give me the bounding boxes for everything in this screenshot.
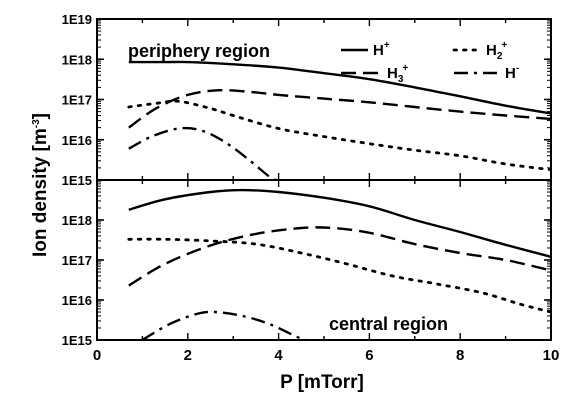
series-line-h2-minusplus-panel-0 <box>127 99 551 172</box>
x-axis-title: P [mTorr] <box>280 372 364 393</box>
x-tick-label: 6 <box>365 347 373 364</box>
y-axis-title-close: ] <box>30 113 51 119</box>
legend-label-base: H <box>373 42 384 59</box>
x-tick-label: 4 <box>274 347 283 364</box>
panel-frame-1 <box>96 179 552 341</box>
y-axis-title-main: Ion density [m <box>30 128 51 257</box>
axes: 1E15 1E16 1E17 1E18 1E19 1E15 1E16 1E17 1E18 0 2 4 6… <box>62 12 560 364</box>
y-tick-label: 1E15 <box>62 333 92 348</box>
legend-label-base: H <box>486 42 497 59</box>
x-tick-label: 2 <box>184 347 192 364</box>
y-tick-label: 1E17 <box>62 253 92 268</box>
legend-label-sup: + <box>384 40 390 51</box>
x-tick-label: 10 <box>543 347 560 364</box>
legend-label-sup: + <box>501 40 507 51</box>
y-tick-label: 1E16 <box>62 133 92 148</box>
y-axis-title: Ion density [m-3] <box>30 113 51 257</box>
legend-label-sup: - <box>516 63 519 74</box>
series-line-h-minusplus-panel-1 <box>128 188 551 258</box>
series-line-h3-minusplus-panel-1 <box>128 226 551 287</box>
y-axis-title-exponent: -3 <box>31 119 42 128</box>
x-tick-label: 0 <box>93 347 101 364</box>
legend-label-0: H+ <box>373 40 390 59</box>
panel-label-periphery: periphery region <box>128 41 270 61</box>
legend-label-1: H2+ <box>486 40 507 62</box>
legend-label-sub: 3 <box>398 74 404 85</box>
x-tick-label: 8 <box>456 347 464 364</box>
y-tick-label: 1E18 <box>62 213 92 228</box>
legend-label-base: H <box>505 65 516 82</box>
y-tick-label: 1E17 <box>62 93 92 108</box>
y-tick-label: 1E18 <box>62 52 92 67</box>
series-line-h-minus-panel-1 <box>141 310 307 340</box>
series-line-h-minusplus-panel-0 <box>128 60 551 115</box>
series-line-h-minus-panel-0 <box>128 126 277 180</box>
panel-label-central: central region <box>329 314 448 334</box>
series-line-h2-minusplus-panel-1 <box>127 237 551 314</box>
y-tick-label: 1E19 <box>62 12 92 27</box>
y-tick-label: 1E16 <box>62 293 92 308</box>
legend-label-sub: 2 <box>497 51 503 62</box>
legend-label-sup: + <box>402 63 408 74</box>
legend: H+ H2+H3+ H- <box>341 40 519 85</box>
panel-1-series <box>127 188 551 340</box>
legend-label-3: H- <box>505 63 519 82</box>
legend-label-base: H <box>387 65 398 82</box>
series-line-h3-minusplus-panel-0 <box>128 88 551 129</box>
panel-0-series <box>127 60 551 180</box>
legend-label-2: H3+ <box>387 63 408 85</box>
y-tick-label: 1E15 <box>62 173 92 188</box>
plot-area <box>127 60 551 340</box>
